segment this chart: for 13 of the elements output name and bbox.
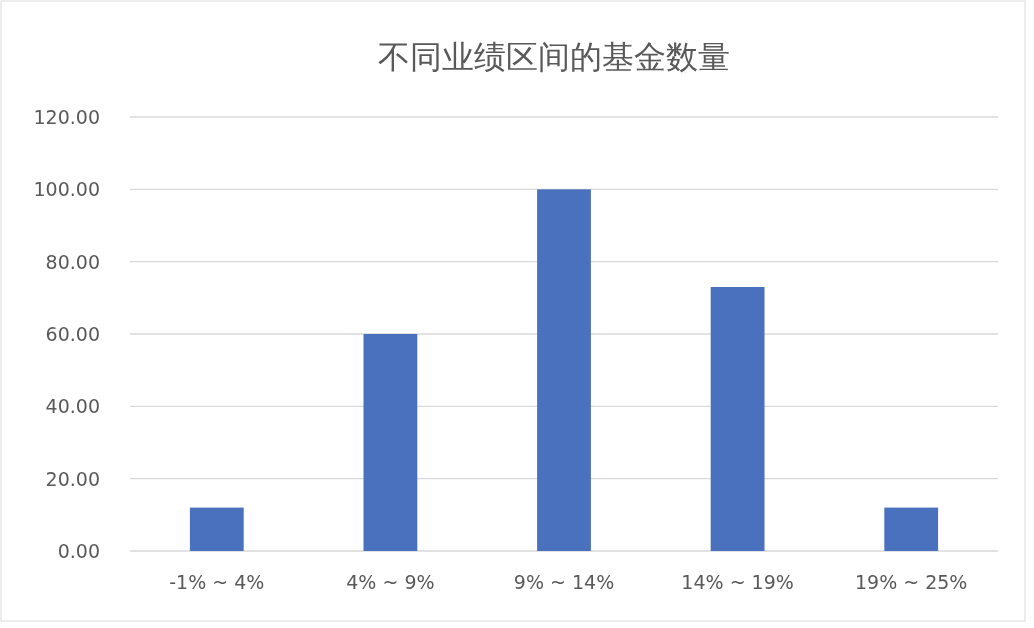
chart-title: 不同业绩区间的基金数量 xyxy=(378,38,730,76)
x-tick-label: 4% ~ 9% xyxy=(346,571,435,593)
y-tick-label: 100.00 xyxy=(33,178,100,201)
y-tick-label: 40.00 xyxy=(45,395,100,418)
x-tick-label: 9% ~ 14% xyxy=(513,571,615,593)
y-tick-label: 0.00 xyxy=(57,540,100,562)
y-tick-label: 120.00 xyxy=(33,106,100,128)
y-tick-label: 60.00 xyxy=(45,323,100,345)
x-tick-label: 19% ~ 25% xyxy=(854,571,968,593)
y-tick-label: 20.00 xyxy=(45,467,100,490)
y-tick-label: 80.00 xyxy=(45,250,100,273)
x-tick-label: 14% ~ 19% xyxy=(681,571,794,593)
x-tick-label: -1% ~ 4% xyxy=(169,571,265,593)
